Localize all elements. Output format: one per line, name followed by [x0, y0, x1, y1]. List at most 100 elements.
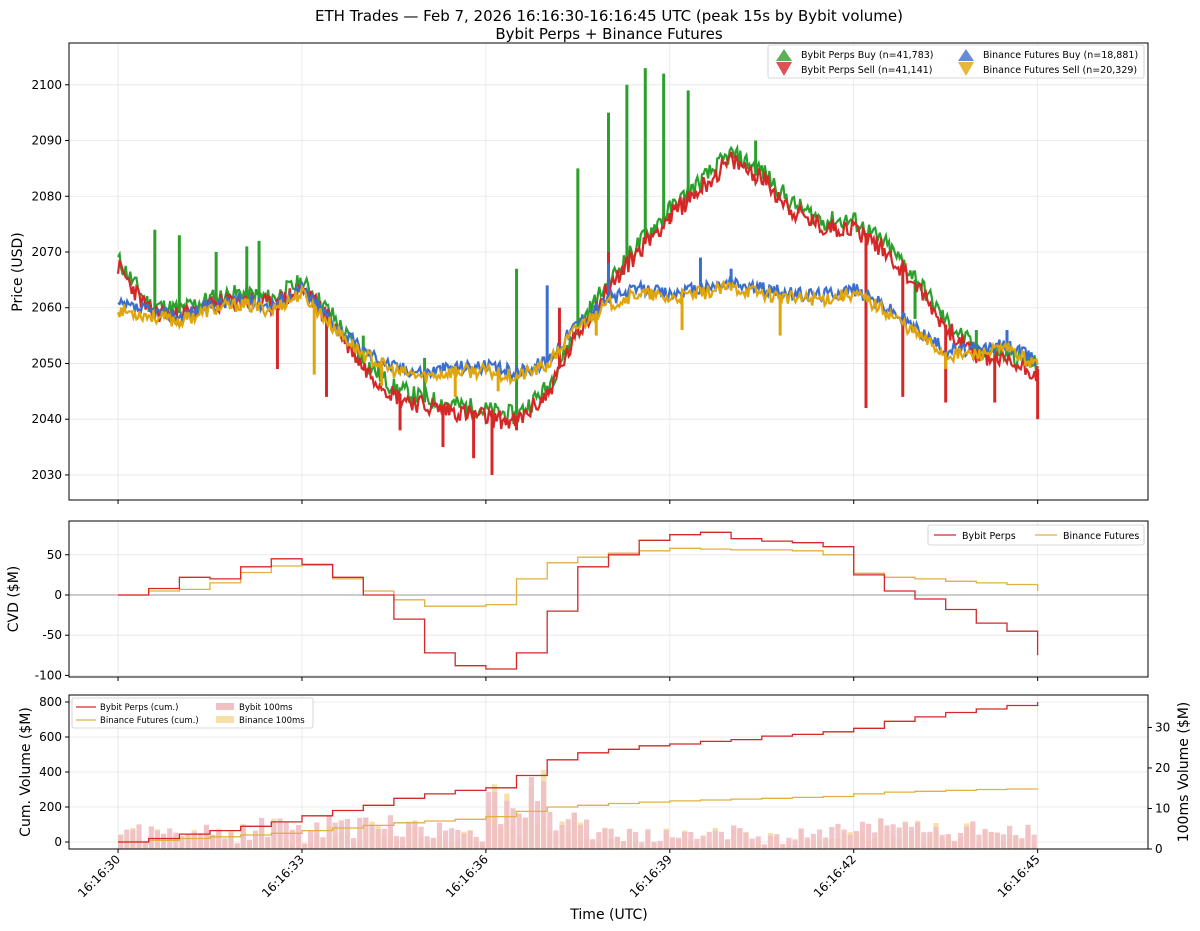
price-legend-box [767, 44, 1145, 79]
bybit-100ms-bar [1013, 834, 1019, 849]
legend-binance-sell-label: Binance Futures Sell (n=20,329) [983, 65, 1137, 76]
vol-ytick-label: 0 [54, 835, 62, 849]
bybit-100ms-bar [737, 828, 743, 849]
bybit-100ms-bar [853, 831, 859, 849]
x-axis-label: Time (UTC) [569, 907, 647, 923]
bybit-100ms-bar [461, 833, 467, 849]
vol-ytick-right-label: 10 [1155, 801, 1170, 815]
legend-cvd-binance-label: Binance Futures [1063, 531, 1139, 542]
bybit-100ms-bar [1025, 824, 1031, 849]
volume-y-ticks-right: 0 10 20 30 [1148, 720, 1170, 856]
x-tick-label: 16:16:45 [995, 852, 1043, 900]
bybit-100ms-bar [534, 801, 541, 849]
bybit-100ms-bar [761, 844, 767, 849]
bybit-100ms-bar [179, 835, 185, 849]
legend-binance-sell-marker [958, 62, 974, 76]
bybit-100ms-bar [528, 777, 535, 849]
bybit-100ms-bar [222, 838, 228, 849]
bybit-100ms-bar [363, 817, 369, 849]
bybit-100ms-bar [639, 842, 645, 849]
vol-ytick-label: 400 [39, 765, 62, 779]
bybit-100ms-bar [259, 817, 265, 849]
bybit-100ms-bar [1000, 834, 1007, 849]
x-tick-label: 16:16:33 [259, 852, 307, 900]
bybit-100ms-bar [455, 829, 461, 849]
cvd-axes-frame [68, 520, 1149, 678]
legend-bybit-bar-patch [216, 703, 234, 710]
bybit-100ms-bar [314, 822, 320, 849]
bybit-100ms-bar [957, 832, 964, 849]
bybit-100ms-bar [669, 837, 676, 849]
bybit-100ms-bar [400, 836, 406, 849]
legend-binance-bar-patch [216, 716, 234, 723]
bybit-100ms-bar [375, 829, 381, 849]
binance-cum-line [118, 788, 1039, 843]
bybit-100ms-bar [418, 826, 424, 849]
bybit-100ms-bar [976, 834, 982, 849]
bybit-100ms-bar [369, 825, 375, 849]
bybit-100ms-bar [553, 830, 559, 849]
bybit-100ms-bar [835, 823, 841, 849]
cvd-y-ticks: -100 -50 0 50 [35, 548, 69, 682]
bybit-100ms-bar [393, 836, 400, 849]
bybit-100ms-bar [160, 833, 167, 849]
vol-ytick-right-label: 20 [1155, 761, 1170, 775]
bybit-100ms-bar [682, 831, 688, 849]
binance-buy-trades [117, 275, 1039, 382]
bybit-100ms-bar [283, 822, 289, 849]
bybit-100ms-bar [228, 832, 234, 849]
bybit-100ms-bar [547, 811, 553, 849]
bybit-100ms-bar [675, 837, 682, 849]
bybit-100ms-bar [774, 834, 780, 849]
bybit-100ms-bar [718, 831, 725, 849]
bybit-100ms-bar [755, 836, 761, 849]
x-tick-label: 16:16:39 [627, 852, 675, 900]
volume-ylabel: Cum. Volume ($M) [18, 707, 34, 837]
bybit-100ms-bar [473, 836, 479, 849]
bybit-100ms-bar [412, 820, 418, 849]
bybit-100ms-bar [442, 830, 449, 849]
bybit-100ms-bar [406, 821, 412, 849]
legend-bybit-bar-label: Bybit 100ms [239, 703, 293, 713]
price-ytick-label: 2040 [31, 412, 62, 426]
legend-binance-buy-label: Binance Futures Buy (n=18,881) [983, 50, 1138, 61]
price-axes-frame [68, 42, 1149, 501]
bybit-100ms-bar [706, 831, 712, 849]
bybit-100ms-bar [884, 825, 890, 849]
cvd-panel: -100 -50 0 50 CVD ($M) Bybit Perps Binance … [6, 520, 1149, 682]
bybit-100ms-bar [387, 815, 394, 849]
cvd-x-ticks [117, 677, 1039, 681]
bybit-100ms-bar [197, 832, 203, 849]
bybit-100ms-bar [1019, 838, 1025, 849]
bybit-100ms-bar [798, 828, 804, 849]
bybit-100ms-bar [602, 828, 608, 849]
bybit-100ms-bar [124, 829, 130, 849]
bybit-100ms-bar [749, 838, 755, 849]
bybit-100ms-bar [724, 839, 731, 849]
bybit-100ms-bar [743, 832, 749, 849]
bybit-100ms-bar [804, 837, 810, 849]
bybit-100ms-bar [203, 824, 210, 849]
price-ytick-label: 2070 [31, 245, 62, 259]
bybit-100ms-bar [786, 837, 792, 849]
bybit-100ms-bar [927, 831, 933, 849]
bybit-100ms-bar [210, 834, 216, 849]
bybit-100ms-bar [1006, 825, 1013, 849]
bybit-100ms-bar [240, 827, 246, 849]
figure-title-line1: ETH Trades — Feb 7, 2026 16:16:30-16:16:… [315, 7, 903, 25]
bybit-100ms-bar [424, 836, 430, 849]
legend-binance-cum-label: Binance Futures (cum.) [100, 716, 199, 726]
bybit-100ms-bar [479, 841, 485, 849]
bybit-100ms-bar [492, 791, 498, 849]
bybit-100ms-bar [590, 839, 596, 849]
legend-bybit-cum-label: Bybit Perps (cum.) [100, 703, 178, 713]
bybit-100ms-bar [633, 832, 639, 849]
x-tick-label: 16:16:30 [75, 852, 123, 900]
bybit-100ms-bar [308, 831, 314, 849]
bybit-100ms-bar [234, 843, 240, 849]
price-panel: 2030 2040 2050 2060 2070 2080 2090 2100 Price (… [10, 42, 1149, 504]
bybit-100ms-bar [326, 815, 332, 849]
bybit-100ms-bar [559, 824, 565, 849]
bybit-100ms-bar [265, 837, 271, 849]
